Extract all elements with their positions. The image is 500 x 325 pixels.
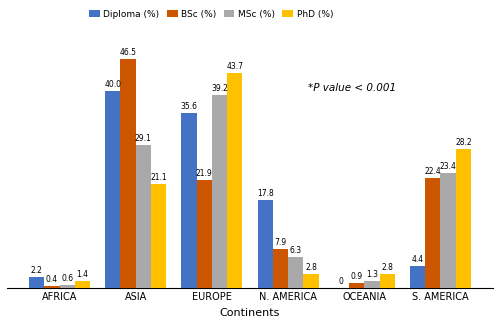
Bar bbox=[212, 95, 227, 288]
Bar bbox=[425, 178, 440, 288]
Bar bbox=[120, 59, 136, 288]
Bar bbox=[288, 257, 304, 288]
Text: 2.2: 2.2 bbox=[30, 266, 42, 275]
Bar bbox=[349, 283, 364, 288]
Text: 4.4: 4.4 bbox=[412, 255, 424, 264]
Bar bbox=[258, 200, 273, 288]
Bar bbox=[29, 277, 44, 288]
Text: 40.0: 40.0 bbox=[104, 80, 122, 89]
Text: 7.9: 7.9 bbox=[274, 238, 286, 247]
Text: 1.4: 1.4 bbox=[76, 270, 88, 279]
Bar bbox=[105, 91, 120, 288]
Text: 46.5: 46.5 bbox=[120, 48, 136, 58]
Text: 21.1: 21.1 bbox=[150, 173, 167, 182]
Text: 0: 0 bbox=[339, 277, 344, 286]
Bar bbox=[456, 149, 471, 288]
Bar bbox=[75, 281, 90, 288]
Text: 39.2: 39.2 bbox=[211, 84, 228, 93]
Bar bbox=[151, 184, 166, 288]
Text: 23.4: 23.4 bbox=[440, 162, 456, 171]
Text: 0.9: 0.9 bbox=[350, 272, 362, 281]
Bar bbox=[440, 173, 456, 288]
Text: 2.8: 2.8 bbox=[381, 263, 393, 272]
Text: 43.7: 43.7 bbox=[226, 62, 244, 71]
Legend: Diploma (%), BSc (%), MSc (%), PhD (%): Diploma (%), BSc (%), MSc (%), PhD (%) bbox=[86, 6, 337, 22]
Bar bbox=[60, 285, 75, 288]
Text: 21.9: 21.9 bbox=[196, 169, 212, 178]
Text: 22.4: 22.4 bbox=[424, 167, 441, 176]
Bar bbox=[304, 274, 318, 288]
Bar bbox=[227, 73, 242, 288]
Text: 35.6: 35.6 bbox=[180, 102, 198, 111]
Bar bbox=[380, 274, 395, 288]
Text: 17.8: 17.8 bbox=[257, 189, 274, 198]
Bar bbox=[364, 281, 380, 288]
Text: 2.8: 2.8 bbox=[305, 263, 317, 272]
Bar bbox=[136, 145, 151, 288]
Text: 29.1: 29.1 bbox=[135, 134, 152, 143]
Text: 28.2: 28.2 bbox=[455, 138, 471, 147]
Bar bbox=[410, 266, 425, 288]
Text: 6.3: 6.3 bbox=[290, 246, 302, 255]
Bar bbox=[273, 249, 288, 288]
Bar bbox=[196, 180, 212, 288]
Bar bbox=[44, 286, 60, 288]
Text: 0.6: 0.6 bbox=[61, 274, 73, 283]
Text: 0.4: 0.4 bbox=[46, 275, 58, 284]
Text: *P value < 0.001: *P value < 0.001 bbox=[308, 84, 396, 94]
Text: 1.3: 1.3 bbox=[366, 270, 378, 279]
Bar bbox=[182, 113, 196, 288]
X-axis label: Continents: Continents bbox=[220, 308, 280, 318]
